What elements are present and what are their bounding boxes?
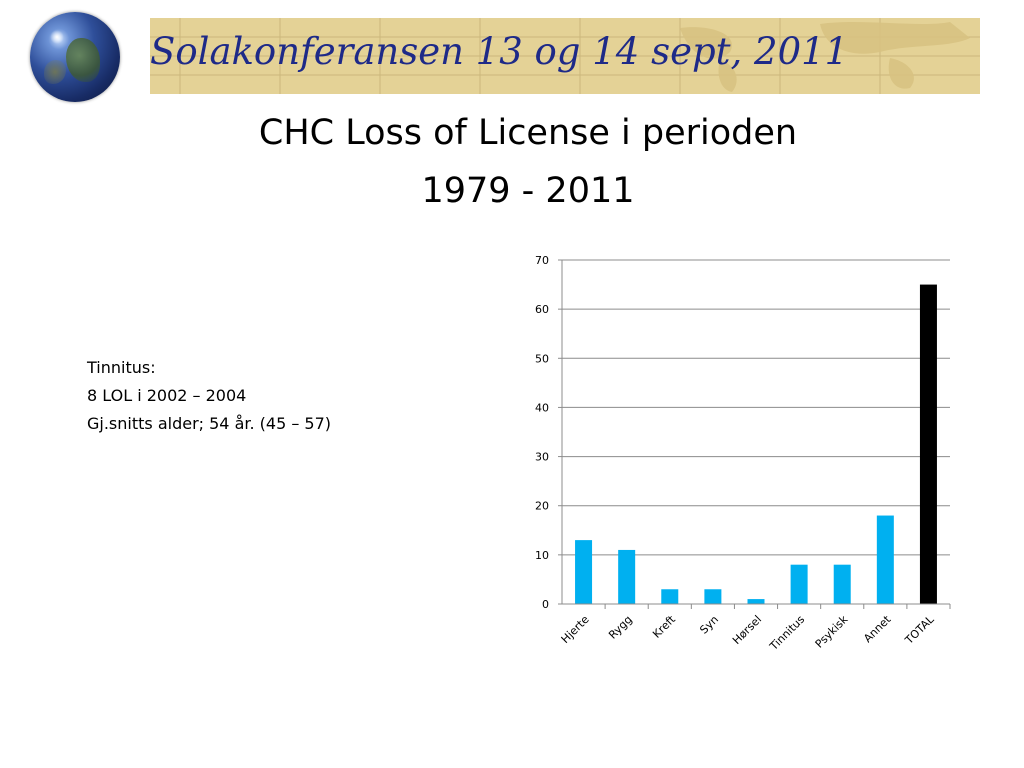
bar-kreft (661, 589, 679, 604)
x-tick-label: Annet (861, 612, 894, 645)
bar-syn (704, 589, 722, 604)
notes-line2: 8 LOL i 2002 – 2004 (87, 386, 247, 405)
x-tick-label: Syn (697, 613, 721, 637)
bar-total (919, 284, 937, 604)
y-tick-label: 0 (542, 598, 549, 611)
x-tick-label: Hørsel (730, 613, 764, 647)
slide-title-line2: 1979 - 2011 (421, 171, 635, 211)
x-tick-label: Kreft (650, 612, 678, 640)
x-tick-label: Psykisk (813, 612, 851, 650)
bar-hjerte (575, 540, 593, 604)
y-tick-label: 20 (535, 500, 549, 513)
x-tick-label: TOTAL (902, 612, 937, 647)
bar-tinnitus (790, 564, 808, 604)
bar-psykisk (833, 564, 851, 604)
world-map-pattern (120, 18, 980, 94)
y-tick-label: 30 (535, 451, 549, 464)
conference-title: Solakonferansen 13 og 14 sept, 2011 (150, 30, 849, 73)
x-tick-label: Rygg (606, 613, 635, 642)
y-tick-label: 10 (535, 549, 549, 562)
bar-hørsel (747, 599, 765, 604)
x-tick-label: Tinnitus (767, 613, 808, 654)
y-tick-label: 70 (535, 254, 549, 267)
notes-line1: Tinnitus: (87, 358, 156, 377)
y-tick-label: 50 (535, 352, 549, 365)
notes-text: Tinnitus: 8 LOL i 2002 – 2004 Gj.snitts … (87, 354, 331, 438)
globe-logo (30, 12, 120, 102)
x-tick-label: Hjerte (559, 613, 592, 646)
slide-title-line1: CHC Loss of License i perioden (258, 113, 798, 153)
y-tick-label: 40 (535, 401, 549, 414)
y-tick-label: 60 (535, 303, 549, 316)
bar-annet (876, 515, 894, 604)
bar-rygg (618, 549, 636, 604)
slide-title: CHC Loss of License i perioden 1979 - 20… (0, 104, 1024, 220)
notes-line3: Gj.snitts alder; 54 år. (45 – 57) (87, 414, 332, 433)
header-band (120, 18, 980, 94)
